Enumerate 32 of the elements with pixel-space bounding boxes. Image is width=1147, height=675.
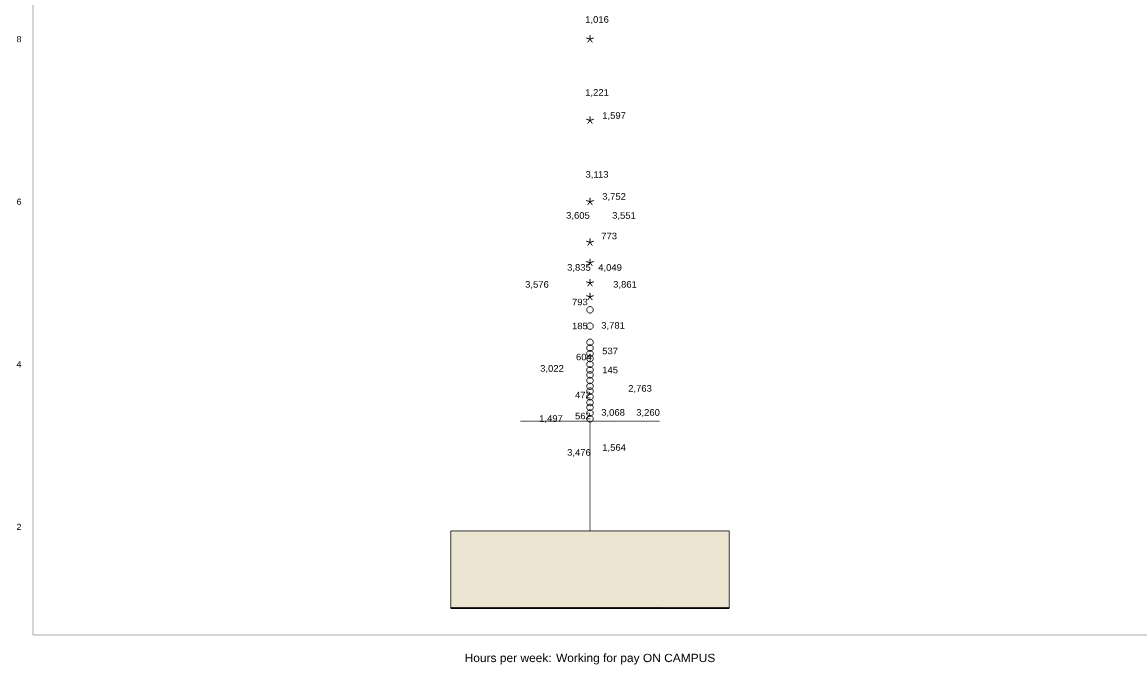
annotation: 604 <box>576 353 592 361</box>
annotation: 185 <box>572 322 588 330</box>
annotation: 3,476 <box>567 449 591 457</box>
annotation: 3,260 <box>636 409 660 417</box>
annotation: 1,597 <box>602 112 626 120</box>
annotation: 145 <box>602 366 618 374</box>
annotation: 3,068 <box>601 409 625 417</box>
annotation: 793 <box>572 298 588 306</box>
annotation: 537 <box>602 347 618 355</box>
annotation: 3,605 <box>566 212 590 220</box>
annotation: 3,576 <box>525 281 549 289</box>
annotation: 3,752 <box>602 193 626 201</box>
annotation: 3,835 <box>567 264 591 272</box>
y-tick-label: 6 <box>16 198 22 205</box>
annotation: 1,016 <box>585 16 609 24</box>
annotation: 1,221 <box>585 89 609 97</box>
annotation: 3,781 <box>601 322 625 330</box>
x-axis-title: Hours per week: Working for pay ON CAMPUS <box>465 653 715 665</box>
y-tick-label: 2 <box>16 523 22 531</box>
annotation: 3,861 <box>613 281 637 289</box>
annotation: 3,022 <box>540 365 564 373</box>
annotation: 4,049 <box>598 264 622 272</box>
annotation: 1,564 <box>602 444 626 452</box>
annotation: 472 <box>575 391 591 399</box>
annotation: 3,113 <box>585 171 609 179</box>
y-tick-label: 8 <box>16 35 22 43</box>
y-tick-label: 4 <box>16 361 22 368</box>
annotation: 562 <box>575 412 591 420</box>
annotation: 773 <box>601 232 617 240</box>
annotation: 1,497 <box>539 415 563 423</box>
annotation: 2,763 <box>628 385 652 393</box>
annotation: 3,551 <box>612 212 636 220</box>
